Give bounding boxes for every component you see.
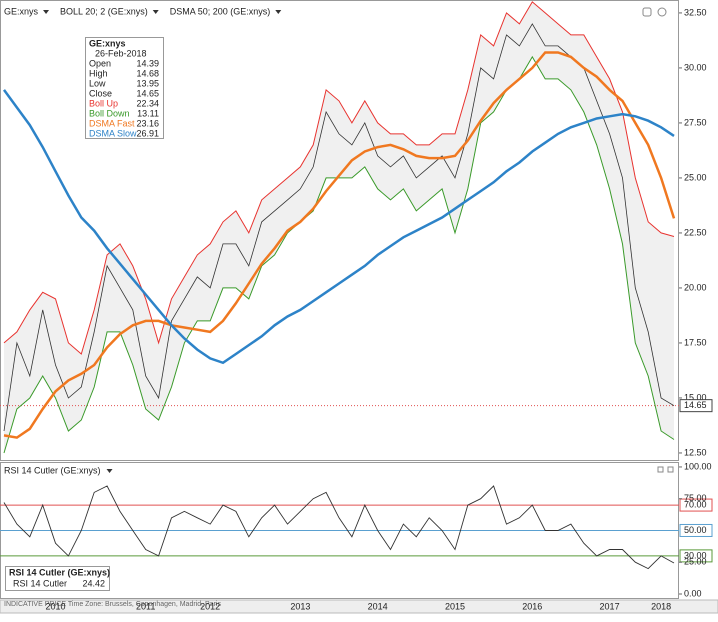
toolbar-item: BOLL 20; 2 (GE:xnys) bbox=[60, 6, 148, 16]
series-line bbox=[3, 55, 675, 454]
legend-value: 14.65 bbox=[136, 88, 159, 98]
rsi-info-value: 24.42 bbox=[82, 578, 105, 588]
y-tick-label: 0.00 bbox=[684, 588, 702, 598]
reference-label: 30.00 bbox=[684, 550, 707, 560]
x-tick-label: 2017 bbox=[600, 601, 620, 611]
rsi-info-label: RSI 14 Cutler bbox=[13, 578, 67, 588]
reference-label: 70.00 bbox=[684, 499, 707, 509]
rsi-info-box bbox=[5, 566, 110, 591]
x-tick-label: 2018 bbox=[651, 601, 671, 611]
y-tick-label: 30.00 bbox=[684, 62, 707, 72]
footer: INDICATIVE PRICE Time Zone: Brussels, Co… bbox=[4, 601, 221, 608]
x-tick-label: 2013 bbox=[290, 601, 310, 611]
legend-value: 26.91 bbox=[136, 128, 159, 138]
dropdown-arrow bbox=[275, 10, 282, 14]
legend-label: Boll Down bbox=[89, 108, 130, 118]
legend-label: DSMA Fast bbox=[89, 118, 135, 128]
legend-label: DSMA Slow bbox=[89, 128, 137, 138]
legend-value: 23.16 bbox=[136, 118, 159, 128]
x-tick-label: 2010 bbox=[46, 601, 66, 611]
info-title: GE:xnys bbox=[89, 38, 126, 48]
y-tick-label: 25.00 bbox=[684, 557, 707, 567]
x-tick-label: 2012 bbox=[200, 601, 220, 611]
y-tick-label: 75.00 bbox=[684, 493, 707, 503]
series-line bbox=[3, 23, 675, 432]
y-tick-label: 100.00 bbox=[684, 461, 712, 471]
legend-label: Close bbox=[89, 88, 112, 98]
info-value: 14.39 bbox=[136, 58, 159, 68]
y-tick-label: 22.50 bbox=[684, 227, 707, 237]
toolbar-item: GE:xnys bbox=[4, 6, 39, 16]
series-line bbox=[3, 1, 675, 355]
dropdown-arrow bbox=[43, 10, 50, 14]
info-box bbox=[85, 37, 164, 139]
x-tick-label: 2011 bbox=[136, 601, 155, 611]
y-tick-label: 15.00 bbox=[684, 392, 707, 402]
reference-box bbox=[679, 498, 713, 512]
y-tick-label: 25.00 bbox=[684, 172, 707, 182]
legend-value: 22.34 bbox=[136, 98, 159, 108]
info-label: Low bbox=[89, 78, 106, 88]
price-panel bbox=[0, 0, 679, 461]
x-tick-label: 2014 bbox=[368, 601, 388, 611]
last-price-label: 14.65 bbox=[684, 400, 707, 410]
info-value: 14.68 bbox=[136, 68, 159, 78]
y-tick-label: 20.00 bbox=[684, 282, 707, 292]
x-tick-label: 2016 bbox=[522, 601, 542, 611]
info-date: 26-Feb-2018 bbox=[95, 48, 147, 58]
dropdown-arrow bbox=[152, 10, 159, 14]
series-line bbox=[3, 51, 676, 439]
reference-label: 50.00 bbox=[684, 525, 707, 535]
y-tick-label: 12.50 bbox=[684, 447, 707, 457]
x-tick-label: 2015 bbox=[445, 601, 465, 611]
reference-box bbox=[679, 523, 713, 537]
last-price-box bbox=[679, 399, 713, 413]
rsi-info-title: RSI 14 Cutler (GE:xnys) bbox=[9, 567, 110, 577]
y-tick-label: 17.50 bbox=[684, 337, 707, 347]
series-line bbox=[3, 485, 675, 570]
y-tick-label: 32.50 bbox=[684, 7, 707, 17]
legend-value: 13.11 bbox=[137, 108, 159, 118]
toolbar-item: DSMA 50; 200 (GE:xnys) bbox=[170, 6, 271, 16]
legend-label: Boll Up bbox=[89, 98, 118, 108]
series-line bbox=[2, 89, 675, 365]
panel-title: RSI 14 Cutler (GE:xnys) bbox=[4, 465, 101, 475]
info-value: 13.95 bbox=[136, 78, 159, 88]
reference-box bbox=[679, 549, 713, 563]
dropdown-arrow bbox=[106, 469, 113, 473]
info-label: Open bbox=[89, 58, 111, 68]
time-axis bbox=[0, 599, 718, 614]
y-tick-label: 27.50 bbox=[684, 117, 707, 127]
toolbar-icons bbox=[642, 7, 674, 473]
band-fill bbox=[4, 1, 674, 453]
info-label: High bbox=[89, 68, 108, 78]
